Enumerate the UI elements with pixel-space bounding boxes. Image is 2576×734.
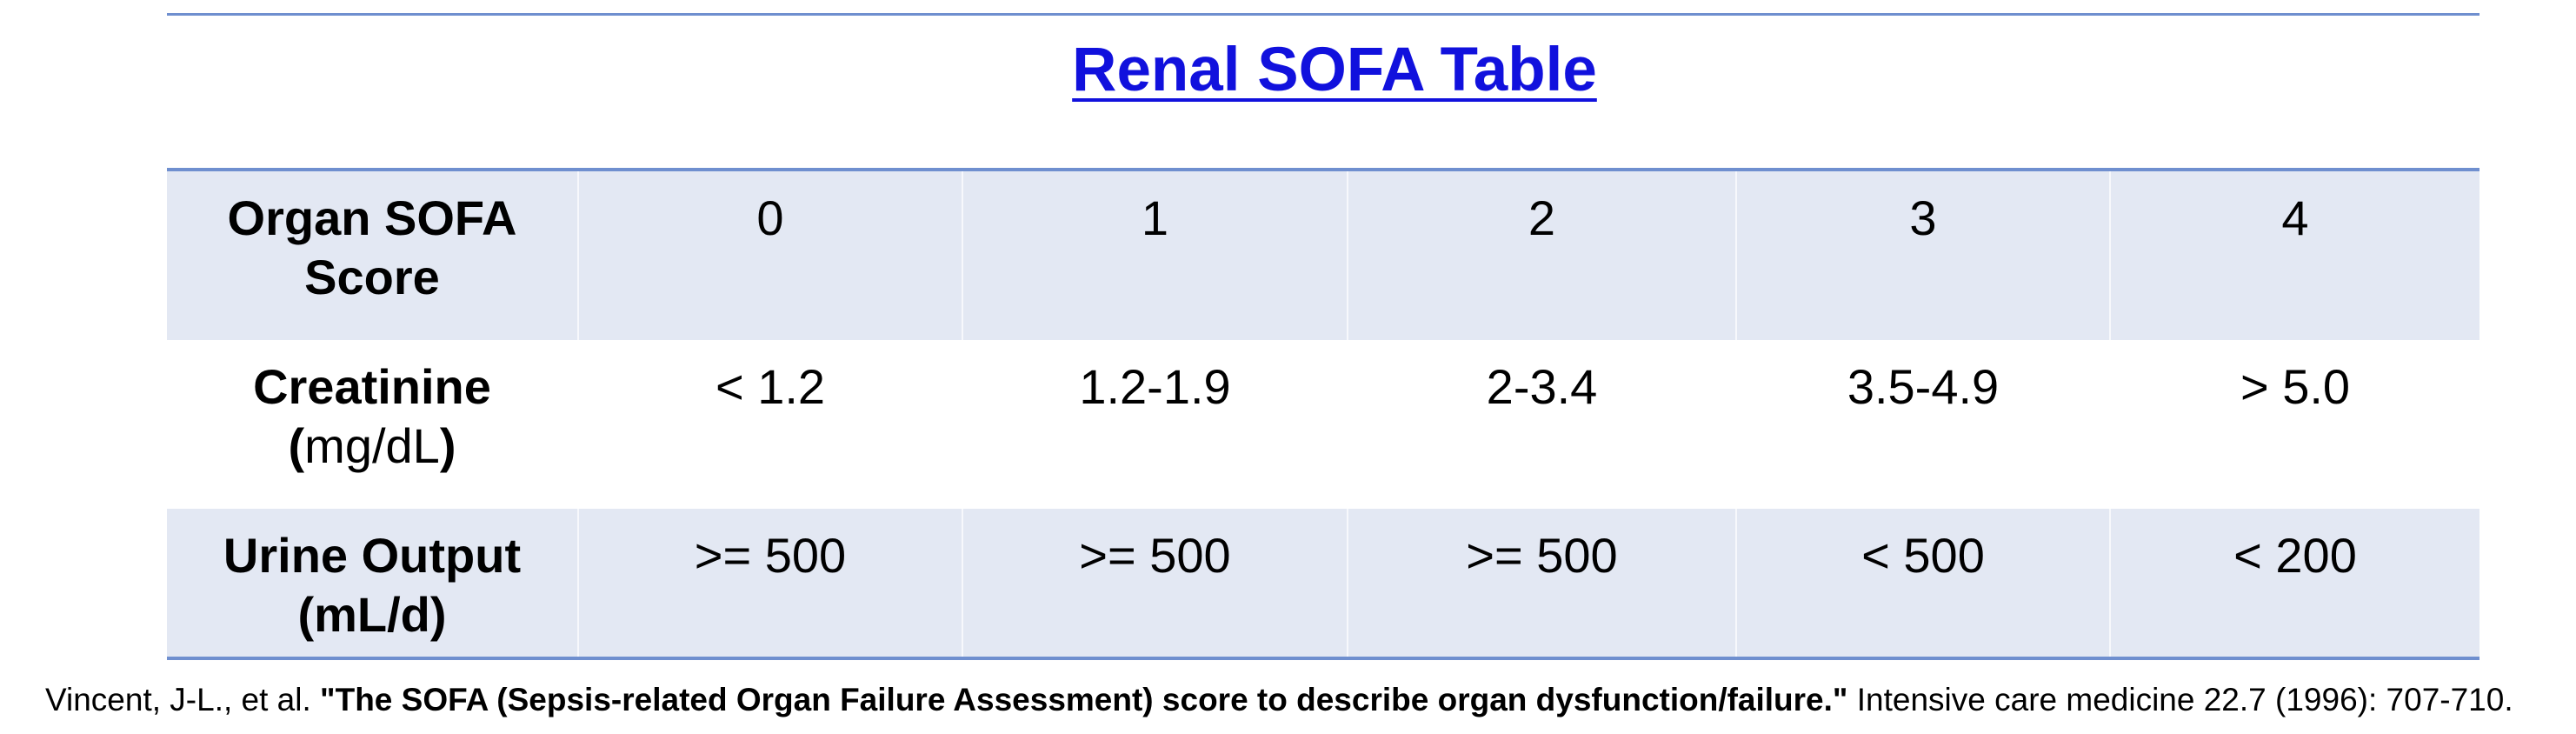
score-cell: 0	[577, 171, 962, 340]
row-label-cell: Creatinine (mg/dL)	[167, 340, 577, 509]
row-label-line2: (mg/dL)	[167, 417, 577, 476]
top-rule	[167, 13, 2479, 16]
table-row-urine-output: Urine Output (mL/d) >= 500 >= 500 >= 500…	[167, 509, 2479, 660]
value-cell: > 5.0	[2109, 340, 2479, 509]
value-cell: < 200	[2109, 509, 2479, 657]
citation: Vincent, J-L., et al. "The SOFA (Sepsis-…	[45, 680, 2513, 720]
score-cell: 3	[1735, 171, 2109, 340]
paren-open: (	[288, 418, 305, 473]
value-cell: < 1.2	[577, 340, 962, 509]
score-cell: 1	[962, 171, 1347, 340]
value-cell: >= 500	[1347, 509, 1735, 657]
row-label-line1: Organ SOFA	[227, 190, 517, 245]
row-label-cell: Urine Output (mL/d)	[167, 509, 577, 657]
score-cell: 4	[2109, 171, 2479, 340]
row-label-line2: (mL/d)	[297, 587, 447, 642]
value-cell: 3.5-4.9	[1735, 340, 2109, 509]
row-label-cell: Organ SOFA Score	[167, 171, 577, 340]
score-cell: 2	[1347, 171, 1735, 340]
row-label-line2: Score	[304, 250, 440, 304]
unit-text: mg/dL	[304, 418, 440, 473]
row-label-line1: Creatinine	[253, 359, 491, 414]
paren-close: )	[439, 418, 456, 473]
table-row-creatinine: Creatinine (mg/dL) < 1.2 1.2-1.9 2-3.4 3…	[167, 340, 2479, 509]
value-cell: < 500	[1735, 509, 2109, 657]
citation-authors: Vincent, J-L., et al.	[45, 682, 321, 717]
value-cell: 2-3.4	[1347, 340, 1735, 509]
value-cell: >= 500	[577, 509, 962, 657]
value-cell: >= 500	[962, 509, 1347, 657]
citation-title: "The SOFA (Sepsis-related Organ Failure …	[320, 682, 1848, 717]
page-title[interactable]: Renal SOFA Table	[1072, 36, 1597, 104]
value-cell: 1.2-1.9	[962, 340, 1347, 509]
sofa-table: Organ SOFA Score 0 1 2 3 4 Creatinine (m…	[167, 168, 2479, 660]
row-label-line1: Urine Output	[223, 528, 522, 583]
citation-source: Intensive care medicine 22.7 (1996): 707…	[1847, 682, 2513, 717]
table-header-row: Organ SOFA Score 0 1 2 3 4	[167, 168, 2479, 340]
